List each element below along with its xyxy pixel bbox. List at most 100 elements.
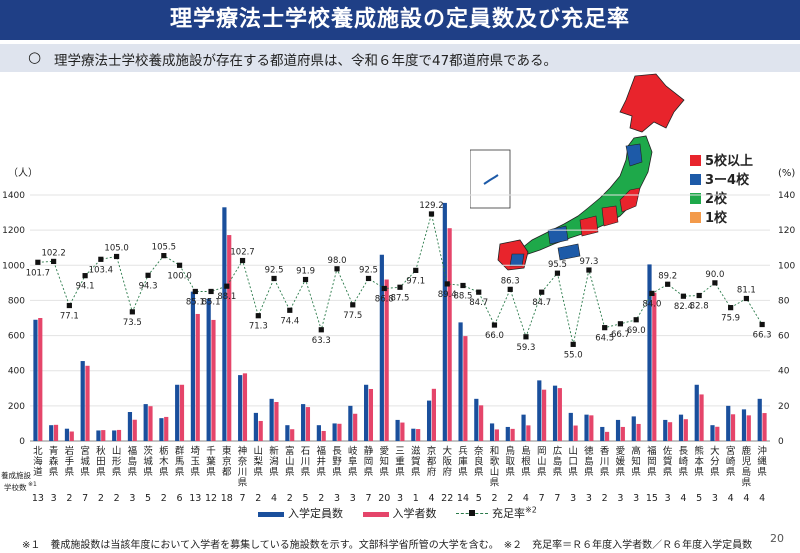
prefecture-label: 埼玉県 [191,445,201,478]
school-count: 5 [303,493,309,504]
rate-point [491,322,498,328]
prefecture-label: 富山県 [285,445,295,478]
prefecture-label: 福井県 [317,445,327,478]
capacity-bar [395,419,400,441]
rate-point [350,302,356,308]
capacity-bar [301,404,306,441]
prefecture-label: 山形県 [112,446,122,478]
prefecture-label: 静岡県 [364,445,374,478]
enrolled-bar [683,419,688,441]
rate-label: 69.0 [627,326,646,336]
rate-label: 86.8 [375,294,394,304]
rate-label: 89.4 [438,290,457,300]
left-axis-tick: 800 [8,296,25,306]
enrolled-bar [164,416,169,441]
rate-label: 66.0 [485,331,504,341]
prefecture-label: 京都府 [427,445,437,478]
capacity-bar [206,298,211,441]
prefecture-label: 広島県 [553,445,563,478]
rate-point [255,313,261,319]
capacity-bar [537,380,542,441]
school-count: 4 [271,493,277,504]
rate-label: 82.4 [674,302,693,312]
rate-point [759,321,765,328]
capacity-bar [112,430,117,441]
capacity-bar [489,423,495,441]
school-count: 3 [129,493,135,504]
prefecture-label: 山口県 [568,446,578,478]
right-axis-tick: 40 [778,367,790,377]
capacity-bar [332,423,337,441]
rate-label: 82.8 [690,302,709,312]
school-count: 2 [255,493,261,504]
capacity-bar [505,426,510,441]
rate-point [176,262,183,268]
capacity-bar [175,384,180,441]
enrolled-bar [211,319,216,441]
capacity-bar [663,419,668,441]
prefecture-label: 愛媛県 [616,445,626,478]
capacity-bar [694,384,699,441]
rate-point [428,211,435,217]
school-count: 4 [759,493,765,504]
school-count: 2 [507,493,513,504]
enrolled-bar [542,389,547,441]
prefecture-label: 長野県 [332,446,342,478]
map-legend-label: 5校以上 [705,154,754,169]
prefecture-label: 群馬県 [175,445,185,478]
school-count: 2 [161,493,167,504]
prefecture-label: 秋田県 [96,445,106,478]
left-axis-tick: 400 [8,367,25,377]
rate-label: 75.9 [721,314,740,324]
rate-point [743,295,749,302]
school-count: 3 [586,493,592,504]
school-count: 4 [428,493,434,504]
rate-label: 55.0 [564,350,583,360]
rate-point [365,275,372,282]
capacity-bar [190,291,196,441]
school-count: 4 [680,493,686,504]
rate-point [617,321,624,327]
capacity-bar [600,426,605,441]
rate-point [476,289,482,295]
rate-label: 64.5 [595,334,614,344]
rate-point [460,282,466,289]
left-axis-tick: 1000 [2,261,25,271]
school-count: 12 [205,493,217,504]
rate-label: 105.5 [152,243,176,253]
school-count: 7 [365,493,371,504]
enrolled-bar [494,429,499,441]
map-legend-swatch [690,155,701,166]
prefecture-label: 栃木県 [159,445,169,478]
school-count: 5 [476,493,482,504]
school-count: 13 [189,493,201,504]
rate-label: 94.3 [139,281,158,291]
legend-capacity-swatch [258,511,284,517]
enrolled-bar [38,318,43,441]
prefecture-label: 東京都 [222,445,232,478]
capacity-bar [678,414,684,441]
prefecture-label: 大分県 [710,445,720,478]
subtitle-bullet: ○ [28,48,42,66]
school-count: 15 [646,493,658,504]
capacity-bar [741,409,747,441]
rate-label: 94.1 [76,282,95,292]
enrolled-bar [746,415,751,441]
rate-point [602,325,608,331]
rate-point [113,253,120,260]
enrolled-bar [290,429,295,441]
rate-point [271,275,277,282]
rate-point [696,292,702,299]
enrolled-bar [179,384,185,441]
rate-point [381,285,387,292]
school-count: 3 [334,493,340,504]
hokkaido-shape [619,73,685,133]
enrolled-bar [431,388,436,441]
school-count: 2 [287,493,293,504]
facilities-note: ※1 [28,481,37,488]
prefecture-label: 宮崎県 [726,445,736,478]
legend-rate-note: ※2 [525,505,537,515]
kanto-region [619,187,641,213]
enrolled-bar [305,407,311,441]
enrolled-bar [416,429,421,441]
